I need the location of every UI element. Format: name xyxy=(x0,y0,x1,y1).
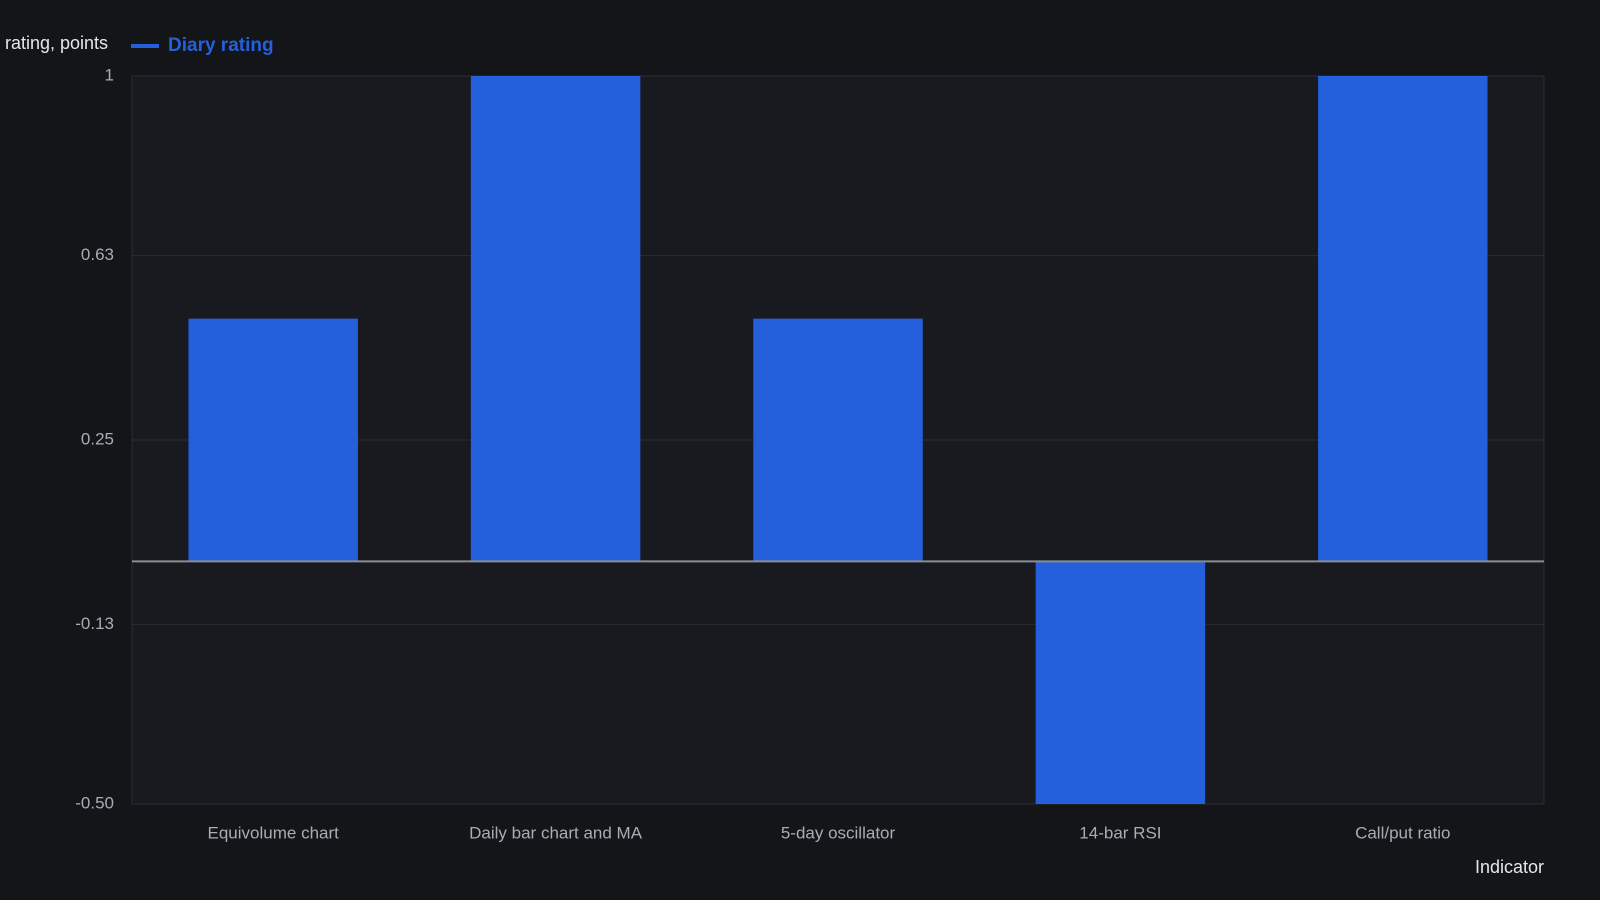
x-tick-label: Daily bar chart and MA xyxy=(469,823,643,842)
y-tick-label: 0.63 xyxy=(81,245,114,264)
x-tick-label: 14-bar RSI xyxy=(1079,823,1161,842)
x-tick-label: Call/put ratio xyxy=(1355,823,1450,842)
bar xyxy=(188,318,358,562)
bar xyxy=(1318,76,1488,562)
y-tick-label: 1 xyxy=(105,65,114,84)
legend-label: Diary rating xyxy=(168,35,274,56)
bar xyxy=(470,76,641,562)
bar xyxy=(753,318,923,562)
y-tick-label: -0.50 xyxy=(75,793,114,812)
x-axis-label: Indicator xyxy=(1475,857,1544,877)
x-tick-label: Equivolume chart xyxy=(208,823,340,842)
y-tick-label: -0.13 xyxy=(75,614,114,633)
x-tick-label: 5-day oscillator xyxy=(781,823,896,842)
y-axis-label: rating, points xyxy=(5,33,108,53)
bar xyxy=(1035,561,1206,804)
y-tick-label: 0.25 xyxy=(81,429,114,448)
